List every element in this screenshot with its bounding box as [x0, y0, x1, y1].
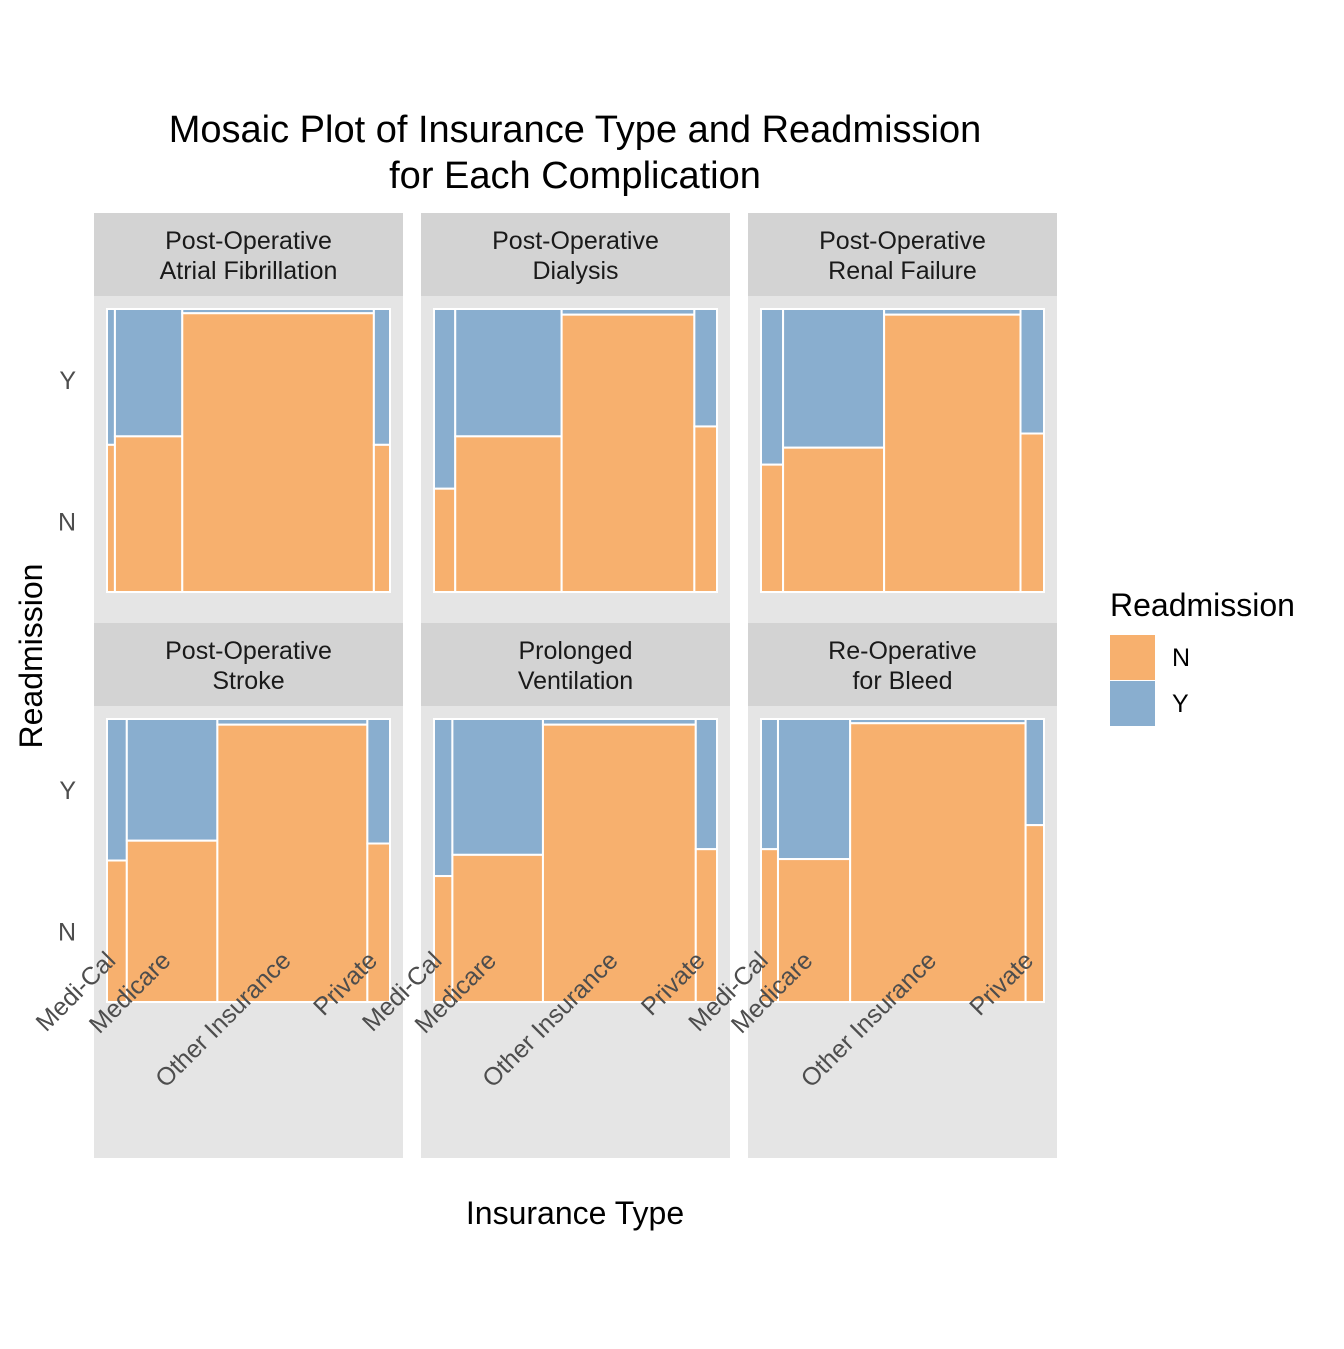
mosaic-tile-Y: [1019, 308, 1045, 435]
mosaic-tile-N: [181, 312, 375, 593]
facet-strip-label: Ventilation: [518, 667, 633, 695]
mosaic-tile-N: [782, 446, 886, 594]
facet-strip: [748, 623, 1057, 706]
mosaic-tile-Y: [125, 718, 219, 842]
mosaic-tile-N: [454, 435, 563, 593]
mosaic-tile-N: [883, 313, 1022, 593]
chart-title-line: for Each Complication: [389, 155, 761, 197]
mosaic-tile-Y: [782, 308, 886, 449]
y-tick-label: Y: [59, 777, 76, 805]
mosaic-tile-N: [760, 463, 785, 593]
mosaic-tile-N: [366, 842, 391, 1004]
facet-strip-label: Re-Operative: [828, 637, 977, 665]
facet-strip: [94, 623, 403, 706]
mosaic-tile-Y: [1024, 718, 1045, 827]
mosaic-tile-N: [106, 443, 116, 593]
mosaic-tile-N: [372, 443, 391, 593]
mosaic-tile-Y: [760, 308, 785, 466]
mosaic-tile-N: [693, 425, 718, 593]
mosaic-tile-N: [1024, 824, 1045, 1003]
mosaic-tile-Y: [693, 308, 718, 428]
facet-strip-label: Post-Operative: [165, 227, 332, 255]
facet-strip-label: Renal Failure: [828, 257, 977, 285]
mosaic-tile-Y: [776, 718, 852, 861]
mosaic-tile-N: [541, 723, 697, 1003]
legend-swatch: [1110, 635, 1155, 680]
mosaic-tile-N: [451, 853, 544, 1004]
facet-strip: [94, 213, 403, 296]
mosaic-tile-Y: [106, 308, 116, 446]
mosaic-tile-Y: [106, 718, 128, 862]
mosaic-tile-Y: [366, 718, 391, 845]
mosaic-tile-Y: [451, 718, 544, 856]
facet-strip-label: for Bleed: [852, 667, 952, 695]
mosaic-tile-Y: [454, 308, 563, 438]
mosaic-tile-Y: [372, 308, 391, 446]
legend-swatch: [1110, 681, 1155, 726]
mosaic-tile-N: [433, 487, 457, 593]
y-axis-title: Readmission: [13, 564, 49, 749]
mosaic-tile-Y: [694, 718, 719, 851]
facet-strip-label: Post-Operative: [492, 227, 659, 255]
legend-title: Readmission: [1110, 587, 1295, 623]
legend-label: N: [1172, 644, 1190, 672]
facet-strip-label: Post-Operative: [819, 227, 986, 255]
facet-strip-label: Post-Operative: [165, 637, 332, 665]
mosaic-tile-N: [1019, 432, 1045, 593]
mosaic-tile-N: [849, 722, 1027, 1003]
mosaic-tile-N: [776, 858, 852, 1004]
facet-strip-label: Atrial Fibrillation: [160, 257, 338, 285]
facet-strip-label: Prolonged: [519, 637, 633, 665]
mosaic-tile-N: [694, 848, 719, 1003]
facet-strip: [748, 213, 1057, 296]
facet-strip-label: Stroke: [212, 667, 284, 695]
y-tick-label: N: [58, 508, 76, 536]
mosaic-tile-N: [113, 435, 184, 593]
y-tick-label: Y: [59, 367, 76, 395]
chart-title-line: Mosaic Plot of Insurance Type and Readmi…: [169, 109, 982, 151]
legend-label: Y: [1172, 690, 1189, 718]
facet-strip-label: Dialysis: [532, 257, 618, 285]
facet-strip: [421, 213, 730, 296]
mosaic-tile-N: [560, 313, 696, 593]
mosaic-tile-Y: [113, 308, 184, 438]
mosaic-tile-Y: [433, 308, 457, 490]
mosaic-tile-Y: [433, 718, 454, 878]
x-axis-title: Insurance Type: [466, 1195, 684, 1231]
mosaic-tile-N: [125, 839, 219, 1003]
y-tick-label: N: [58, 918, 76, 946]
facet-strip: [421, 623, 730, 706]
mosaic-tile-N: [216, 723, 369, 1003]
mosaic-tile-Y: [760, 718, 779, 851]
